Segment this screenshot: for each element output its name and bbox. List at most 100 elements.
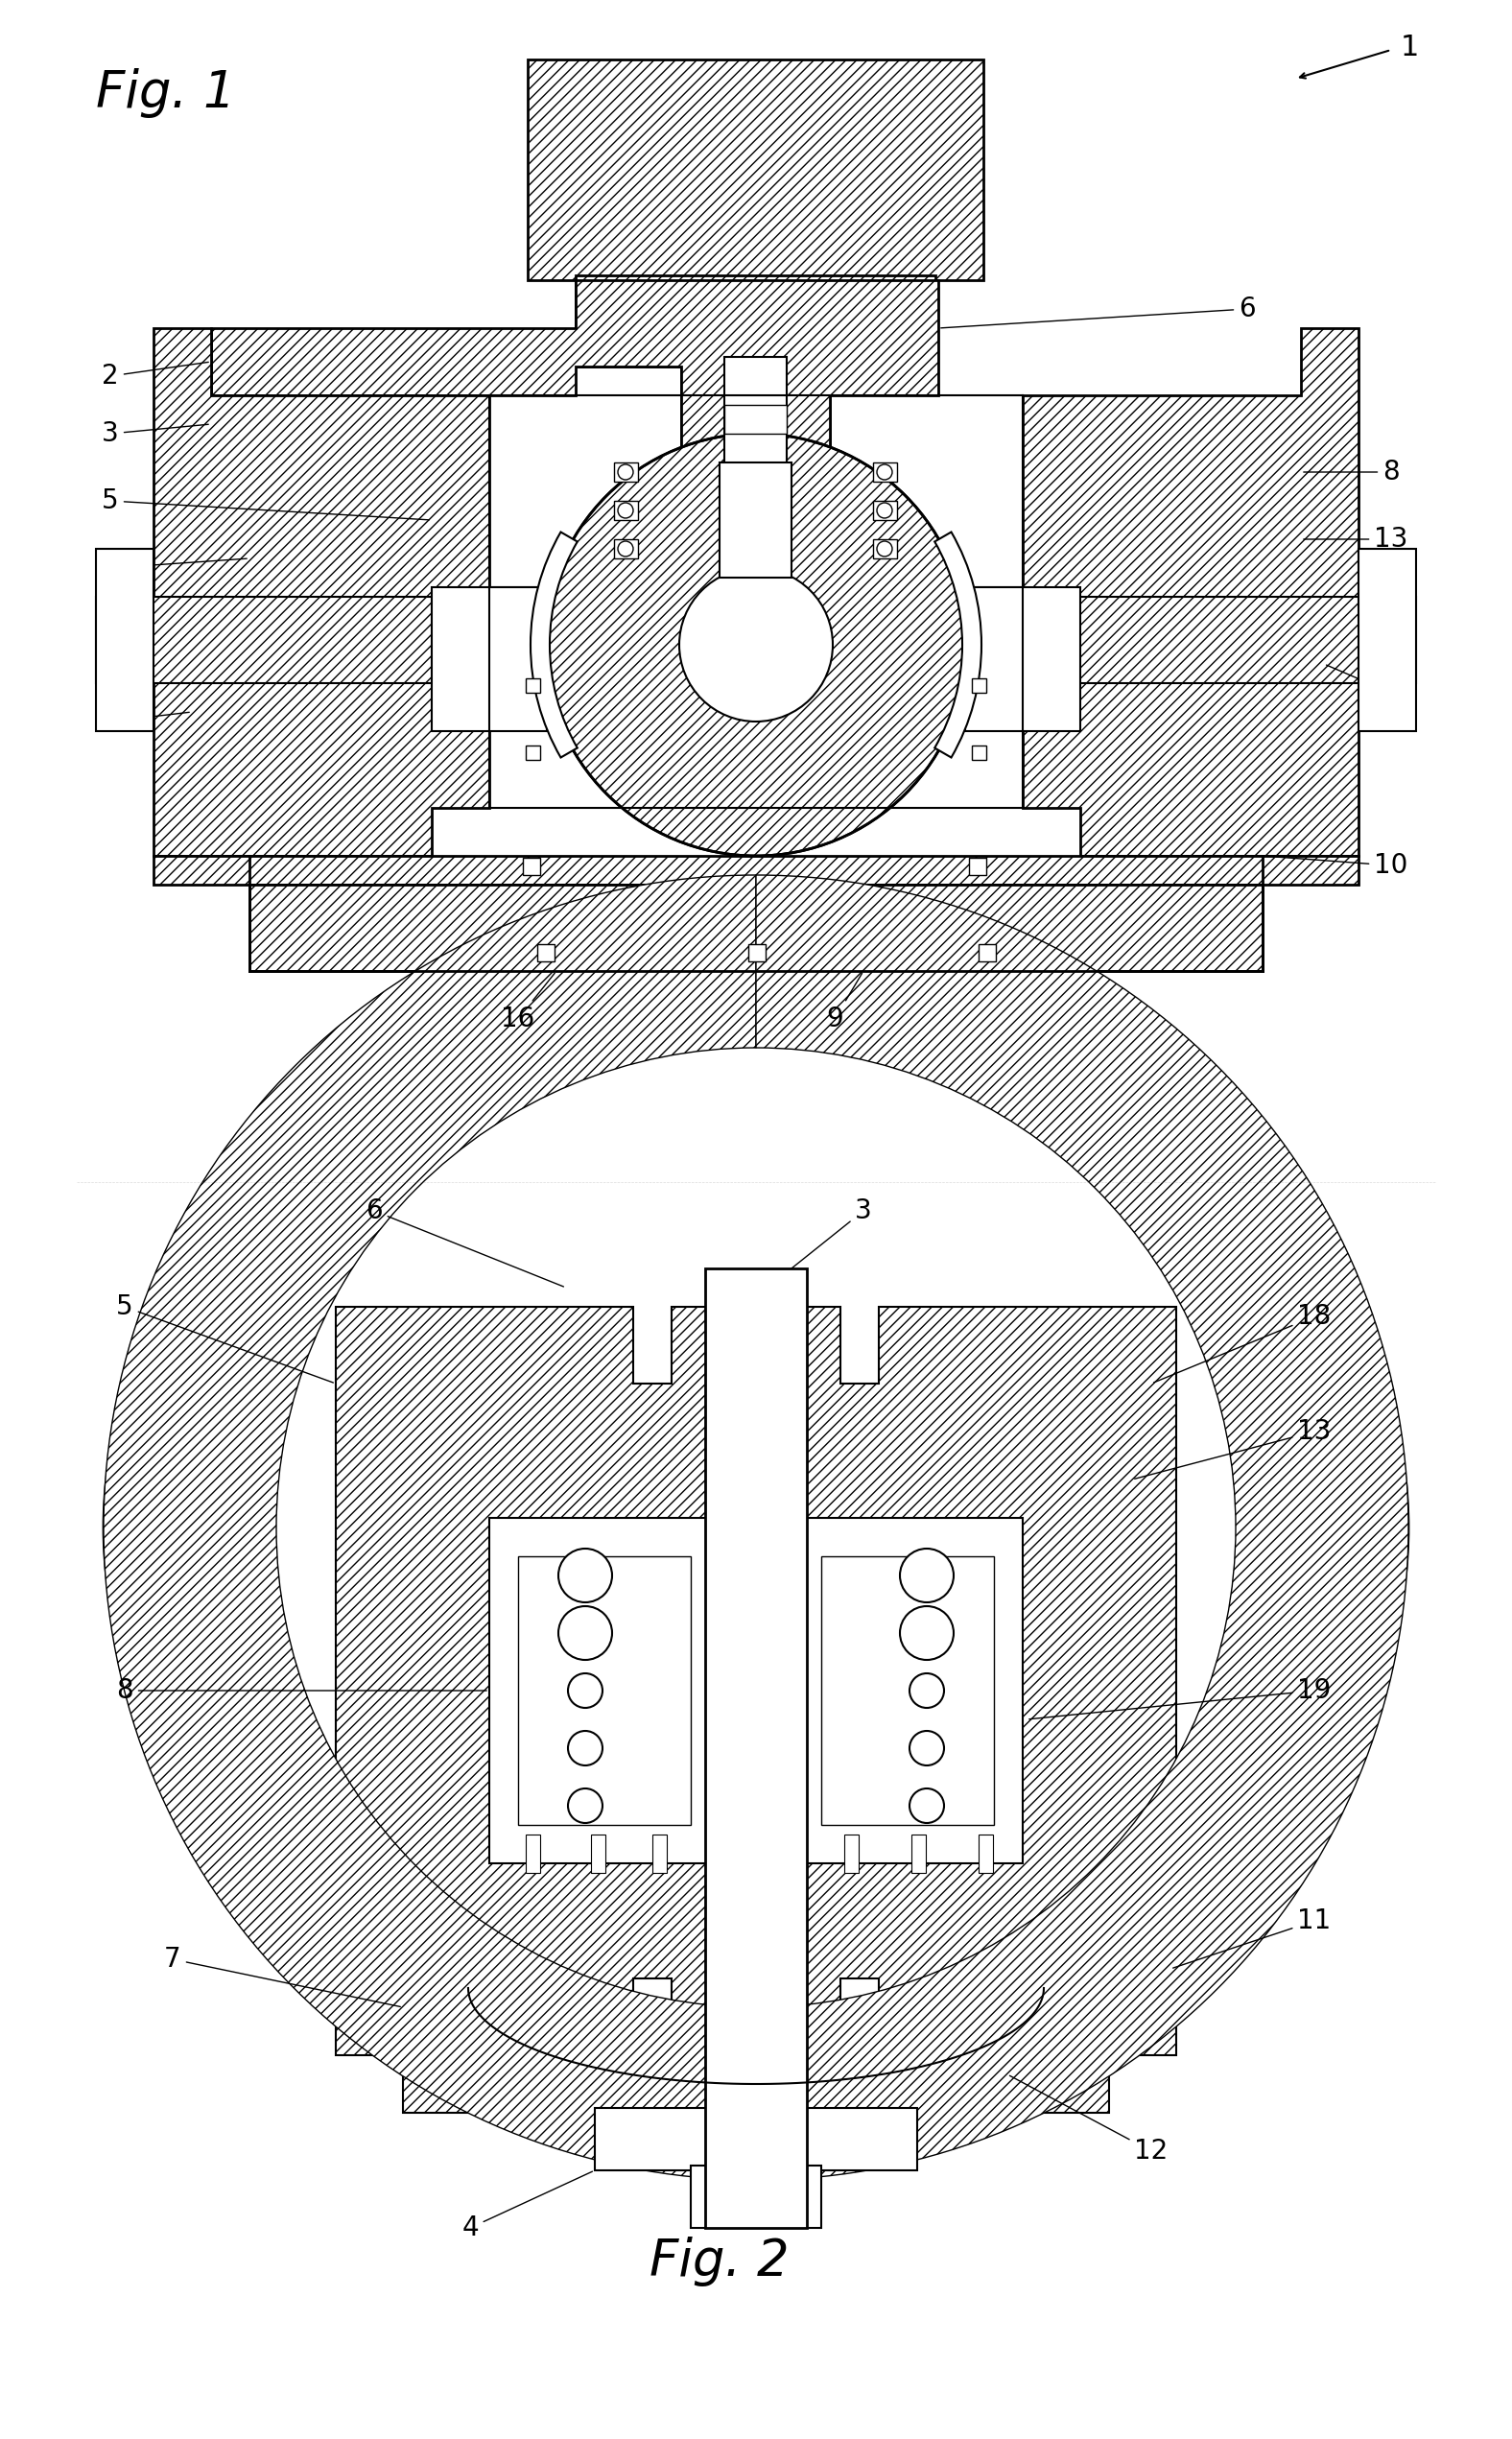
Text: 15: 15 xyxy=(94,707,189,734)
Bar xyxy=(691,2166,821,2227)
Text: 8: 8 xyxy=(116,1678,487,1705)
Bar xyxy=(490,1517,720,1863)
Bar xyxy=(682,361,830,473)
Wedge shape xyxy=(104,876,756,2180)
Text: 11: 11 xyxy=(1173,1907,1331,1968)
Text: 18: 18 xyxy=(1154,1302,1331,1383)
Polygon shape xyxy=(154,856,1358,885)
Circle shape xyxy=(877,502,892,517)
Bar xyxy=(614,500,638,520)
Circle shape xyxy=(900,1549,954,1602)
Circle shape xyxy=(877,541,892,556)
Circle shape xyxy=(618,502,634,517)
Text: 1: 1 xyxy=(1400,34,1420,61)
Circle shape xyxy=(900,1607,954,1661)
Circle shape xyxy=(558,1549,612,1602)
Bar xyxy=(523,859,540,876)
Bar xyxy=(965,588,1080,732)
Text: 16: 16 xyxy=(500,973,555,1032)
Text: 5: 5 xyxy=(101,488,429,520)
Bar xyxy=(402,2056,1110,2112)
Bar xyxy=(432,588,547,732)
Text: 3: 3 xyxy=(101,420,209,446)
Bar xyxy=(972,746,986,761)
Bar xyxy=(95,549,154,732)
Text: 13: 13 xyxy=(1134,1417,1332,1478)
Bar xyxy=(705,1268,807,2227)
Bar xyxy=(526,678,540,693)
Circle shape xyxy=(618,463,634,480)
Circle shape xyxy=(569,1673,602,1707)
Ellipse shape xyxy=(104,1000,1408,2056)
Circle shape xyxy=(679,568,833,722)
Text: 6: 6 xyxy=(940,295,1255,327)
Bar xyxy=(652,1834,667,1873)
Text: Fig. 1: Fig. 1 xyxy=(95,68,236,117)
Polygon shape xyxy=(154,329,490,856)
Bar xyxy=(720,463,791,578)
Circle shape xyxy=(544,434,968,856)
Wedge shape xyxy=(934,532,981,759)
Circle shape xyxy=(618,541,634,556)
Text: 3: 3 xyxy=(770,1198,872,1285)
Circle shape xyxy=(910,1788,943,1822)
Text: 10: 10 xyxy=(1266,851,1408,878)
Bar xyxy=(978,944,996,961)
Bar xyxy=(528,59,983,280)
Bar xyxy=(576,276,936,366)
Polygon shape xyxy=(212,280,939,473)
Bar xyxy=(844,1834,859,1873)
Bar xyxy=(1070,598,1417,683)
Bar xyxy=(872,500,897,520)
Bar xyxy=(1358,549,1417,732)
Bar xyxy=(972,678,986,693)
Circle shape xyxy=(910,1732,943,1766)
Circle shape xyxy=(569,1788,602,1822)
Polygon shape xyxy=(756,1307,1176,2056)
Bar xyxy=(969,859,986,876)
Text: 2: 2 xyxy=(101,361,209,390)
Bar xyxy=(519,1556,691,1824)
Bar xyxy=(537,944,555,961)
Text: 12: 12 xyxy=(1010,2076,1169,2163)
Text: 13: 13 xyxy=(1303,527,1408,554)
Circle shape xyxy=(910,1673,943,1707)
Bar xyxy=(978,1834,993,1873)
Bar xyxy=(249,885,1263,971)
Bar xyxy=(591,1834,605,1873)
Polygon shape xyxy=(336,1307,756,2056)
Bar xyxy=(912,1834,925,1873)
Text: 5: 5 xyxy=(116,1293,333,1383)
Bar xyxy=(490,588,547,702)
Text: Fig. 2: Fig. 2 xyxy=(650,2237,789,2285)
Text: 9: 9 xyxy=(826,973,862,1032)
Text: 7: 7 xyxy=(165,1946,401,2007)
Bar xyxy=(872,463,897,480)
Text: 8: 8 xyxy=(1303,459,1400,485)
Bar xyxy=(526,746,540,761)
Text: 20: 20 xyxy=(94,554,246,580)
Bar xyxy=(526,1834,540,1873)
Bar xyxy=(614,463,638,480)
Bar xyxy=(872,539,897,559)
Bar xyxy=(724,356,786,473)
Bar xyxy=(594,2107,918,2171)
Bar xyxy=(614,539,638,559)
Bar xyxy=(748,944,765,961)
Bar xyxy=(724,405,786,434)
Wedge shape xyxy=(756,876,1408,2180)
Circle shape xyxy=(569,1732,602,1766)
Polygon shape xyxy=(1022,329,1358,856)
Text: 6: 6 xyxy=(366,1198,564,1288)
Wedge shape xyxy=(531,532,578,759)
Bar xyxy=(821,1556,993,1824)
Text: 19: 19 xyxy=(1030,1678,1332,1719)
Bar xyxy=(95,598,442,683)
Bar xyxy=(965,588,1022,702)
Circle shape xyxy=(877,463,892,480)
Bar xyxy=(792,1517,1022,1863)
Text: 14: 14 xyxy=(1326,666,1408,707)
Text: 7: 7 xyxy=(1361,602,1400,629)
Text: 4: 4 xyxy=(461,2171,593,2241)
Text: 4: 4 xyxy=(101,641,153,668)
